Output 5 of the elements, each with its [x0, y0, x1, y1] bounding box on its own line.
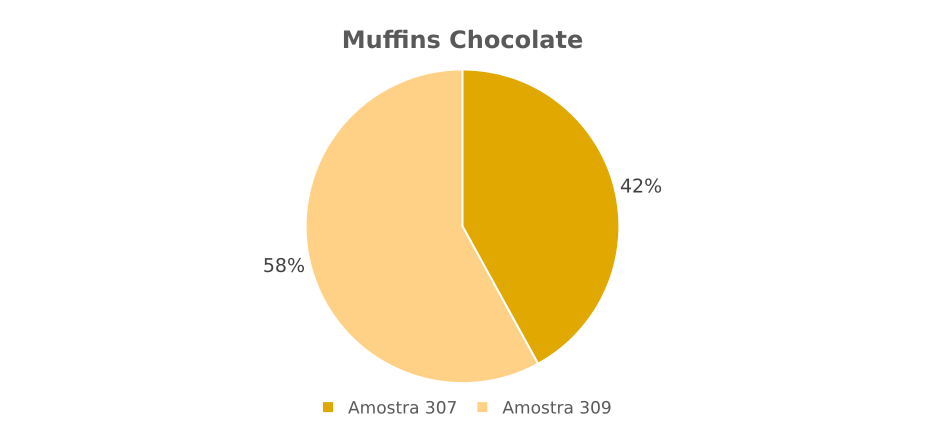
data-label: 58%: [262, 254, 306, 277]
chart-title: Muffins Chocolate: [342, 26, 584, 54]
legend-label: Amostra 309: [502, 398, 612, 419]
data-label: 42%: [620, 176, 662, 198]
legend-label: Amostra 307: [348, 398, 458, 419]
